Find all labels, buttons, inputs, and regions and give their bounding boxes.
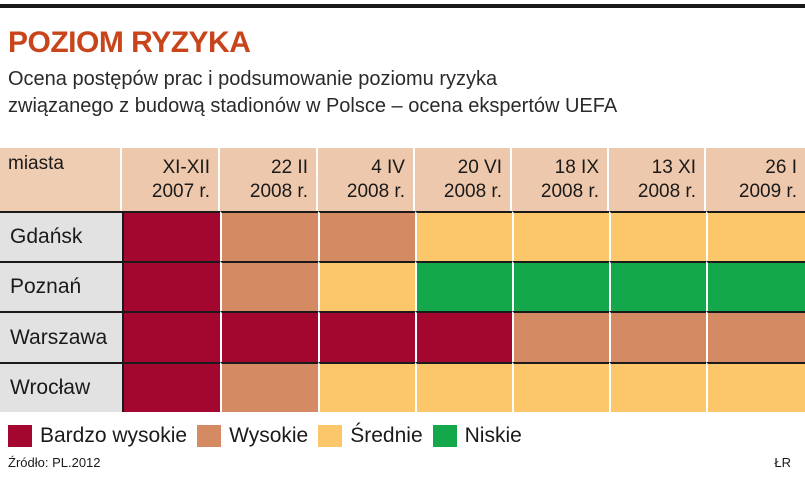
column-header-date: 13 XI <box>651 156 696 178</box>
chart-subtitle: Ocena postępów prac i podsumowanie pozio… <box>8 66 798 120</box>
legend: Bardzo wysokie Wysokie Średnie Niskie <box>8 423 532 449</box>
city-label: Poznań <box>0 261 122 311</box>
risk-cell <box>512 261 609 311</box>
risk-cell <box>318 211 415 261</box>
legend-swatch <box>318 425 343 447</box>
risk-cell <box>706 362 805 412</box>
risk-cell <box>318 261 415 311</box>
risk-cell <box>122 362 220 412</box>
chart-title: POZIOM RYZYKA <box>8 26 251 59</box>
risk-cell <box>609 311 706 362</box>
column-header-year: 2008 r. <box>346 180 405 202</box>
legend-label: Niskie <box>464 424 522 447</box>
legend-item: Bardzo wysokie <box>8 424 187 448</box>
column-header: XI-XII 2007 r. <box>122 148 220 211</box>
risk-cell <box>220 362 318 412</box>
risk-cell <box>706 261 805 311</box>
source-note: Źródło: PL.2012 <box>8 455 101 470</box>
author-credit: ŁR <box>774 455 791 470</box>
column-header-year: 2008 r. <box>249 180 308 202</box>
legend-swatch <box>197 425 222 447</box>
column-header: 20 VI 2008 r. <box>415 148 512 211</box>
risk-cell <box>512 211 609 261</box>
column-header: 26 I 2009 r. <box>706 148 805 211</box>
risk-cell <box>318 311 415 362</box>
risk-cell <box>220 311 318 362</box>
risk-cell <box>415 311 512 362</box>
column-header-year: 2008 r. <box>540 180 599 202</box>
legend-label: Bardzo wysokie <box>40 424 188 447</box>
risk-table: miasta XI-XII 2007 r. 22 II 2008 r. 4 IV 2008 … <box>0 148 805 412</box>
risk-cell <box>706 311 805 362</box>
risk-cell <box>220 261 318 311</box>
risk-cell <box>609 211 706 261</box>
column-header-date: 22 II <box>271 156 308 178</box>
column-header-date: 18 IX <box>554 156 599 178</box>
legend-label: Wysokie <box>229 424 309 447</box>
legend-swatch <box>432 425 457 447</box>
city-label: Gdańsk <box>0 211 122 261</box>
risk-cell <box>318 362 415 412</box>
row-header-label: miasta <box>0 148 122 211</box>
risk-cell <box>220 211 318 261</box>
column-header-year: 2008 r. <box>637 180 696 202</box>
column-header: 13 XI 2008 r. <box>609 148 706 211</box>
subtitle-line-1: Ocena postępów prac i podsumowanie pozio… <box>8 68 498 90</box>
column-header-date: 20 VI <box>457 156 502 178</box>
risk-cell <box>512 311 609 362</box>
column-header-date: 26 I <box>765 156 797 178</box>
column-header: 4 IV 2008 r. <box>318 148 415 211</box>
city-label: Wrocław <box>0 362 122 412</box>
risk-cell <box>122 311 220 362</box>
column-header-year: 2009 r. <box>738 180 797 202</box>
column-header-date: XI-XII <box>162 156 210 178</box>
risk-cell <box>512 362 609 412</box>
risk-cell <box>122 261 220 311</box>
legend-item: Wysokie <box>197 424 308 448</box>
top-rule <box>0 4 805 8</box>
column-header-date: 4 IV <box>371 156 405 178</box>
legend-swatch <box>8 425 32 447</box>
legend-label: Średnie <box>350 424 423 447</box>
column-header-year: 2007 r. <box>151 180 210 202</box>
column-header: 18 IX 2008 r. <box>512 148 609 211</box>
column-header: 22 II 2008 r. <box>220 148 318 211</box>
risk-cell <box>706 211 805 261</box>
city-label: Warszawa <box>0 311 122 362</box>
legend-item: Średnie <box>318 424 423 448</box>
risk-cell <box>415 211 512 261</box>
risk-cell <box>415 362 512 412</box>
risk-cell <box>609 362 706 412</box>
legend-item: Niskie <box>432 424 522 448</box>
column-header-year: 2008 r. <box>443 180 502 202</box>
risk-cell <box>415 261 512 311</box>
risk-cell <box>609 261 706 311</box>
subtitle-line-2: związanego z budową stadionów w Polsce –… <box>8 95 618 117</box>
risk-cell <box>122 211 220 261</box>
